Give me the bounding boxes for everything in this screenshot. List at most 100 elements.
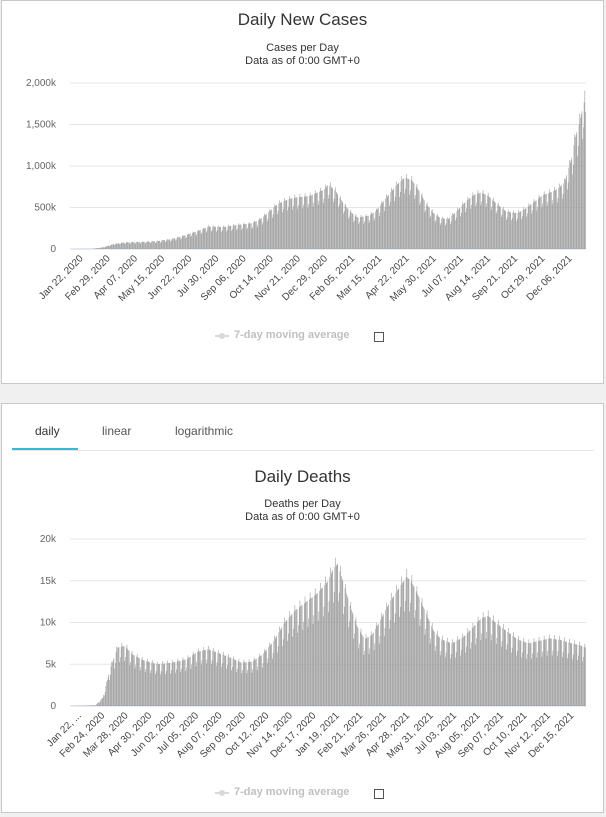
bar[interactable] — [305, 196, 307, 249]
bar[interactable] — [323, 606, 325, 706]
bar[interactable] — [323, 198, 325, 249]
bar[interactable] — [477, 190, 479, 249]
bar[interactable] — [509, 212, 511, 249]
bar[interactable] — [425, 209, 426, 249]
bar[interactable] — [376, 626, 378, 706]
bar[interactable] — [568, 167, 570, 249]
bar[interactable] — [519, 211, 521, 249]
bar[interactable] — [487, 195, 488, 249]
bar[interactable] — [263, 653, 264, 706]
bar[interactable] — [266, 221, 268, 249]
bar[interactable] — [351, 212, 352, 249]
bar[interactable] — [280, 202, 281, 249]
bar[interactable] — [106, 246, 107, 249]
bar[interactable] — [164, 663, 166, 706]
bar[interactable] — [446, 218, 448, 249]
bar[interactable] — [267, 658, 269, 706]
bar[interactable] — [169, 662, 171, 706]
bar[interactable] — [576, 131, 578, 249]
bar[interactable] — [508, 212, 510, 249]
bar[interactable] — [398, 182, 400, 249]
bar[interactable] — [573, 643, 575, 706]
bar[interactable] — [86, 705, 88, 706]
bar[interactable] — [342, 202, 344, 249]
bar[interactable] — [293, 628, 294, 706]
bar[interactable] — [503, 206, 504, 249]
bar[interactable] — [491, 206, 493, 249]
bar[interactable] — [578, 645, 580, 706]
bar[interactable] — [429, 620, 430, 706]
bar[interactable] — [136, 656, 137, 706]
bar[interactable] — [292, 209, 293, 249]
bar[interactable] — [150, 670, 152, 706]
bar[interactable] — [234, 659, 236, 706]
bar[interactable] — [341, 201, 343, 249]
bar[interactable] — [230, 225, 232, 249]
bar[interactable] — [402, 581, 404, 706]
bar[interactable] — [489, 617, 490, 706]
bar[interactable] — [328, 601, 330, 706]
bar[interactable] — [538, 641, 539, 706]
bar[interactable] — [429, 207, 430, 249]
bar[interactable] — [496, 210, 498, 249]
bar[interactable] — [485, 206, 487, 249]
bar[interactable] — [189, 656, 191, 706]
bar[interactable] — [387, 195, 389, 249]
bar[interactable] — [567, 182, 569, 249]
bar[interactable] — [144, 660, 145, 706]
bar[interactable] — [373, 649, 375, 706]
bar[interactable] — [99, 702, 100, 706]
bar[interactable] — [394, 613, 396, 706]
bar[interactable] — [114, 245, 115, 249]
bar[interactable] — [530, 204, 532, 249]
bar[interactable] — [577, 660, 578, 706]
bar[interactable] — [226, 665, 228, 706]
bar[interactable] — [224, 226, 226, 249]
bar[interactable] — [377, 625, 379, 706]
bar[interactable] — [423, 607, 424, 706]
bar[interactable] — [306, 601, 308, 706]
bar[interactable] — [469, 630, 471, 706]
bar[interactable] — [167, 660, 168, 706]
bar[interactable] — [360, 628, 362, 706]
bar[interactable] — [346, 595, 348, 706]
bar[interactable] — [524, 208, 526, 249]
bar[interactable] — [326, 582, 328, 706]
bar[interactable] — [377, 208, 379, 249]
bar[interactable] — [109, 680, 110, 706]
bar[interactable] — [438, 636, 440, 706]
bar[interactable] — [291, 614, 293, 706]
bar[interactable] — [267, 218, 269, 249]
bar[interactable] — [457, 207, 458, 249]
bar[interactable] — [224, 655, 226, 706]
bar[interactable] — [96, 704, 97, 706]
bar[interactable] — [134, 668, 136, 706]
bar[interactable] — [475, 644, 477, 706]
bar[interactable] — [482, 617, 483, 706]
bar[interactable] — [306, 601, 307, 706]
bar[interactable] — [551, 638, 552, 706]
bar[interactable] — [542, 651, 543, 706]
bar[interactable] — [381, 203, 383, 249]
bar[interactable] — [343, 613, 344, 706]
bar[interactable] — [219, 653, 221, 706]
bar[interactable] — [266, 214, 267, 249]
bar[interactable] — [282, 639, 284, 706]
bar[interactable] — [460, 655, 461, 706]
bar[interactable] — [437, 635, 439, 706]
bar[interactable] — [308, 204, 309, 249]
bar[interactable] — [188, 234, 190, 249]
bar[interactable] — [144, 241, 145, 249]
bar[interactable] — [197, 651, 198, 706]
bar[interactable] — [519, 640, 520, 706]
bar[interactable] — [310, 195, 312, 249]
bar[interactable] — [447, 219, 449, 249]
bar[interactable] — [569, 160, 570, 249]
bar[interactable] — [204, 650, 206, 706]
bar[interactable] — [494, 621, 496, 706]
bar[interactable] — [419, 204, 421, 249]
bar[interactable] — [302, 629, 304, 706]
bar[interactable] — [409, 611, 410, 706]
bar[interactable] — [251, 228, 253, 249]
bar[interactable] — [415, 591, 417, 706]
